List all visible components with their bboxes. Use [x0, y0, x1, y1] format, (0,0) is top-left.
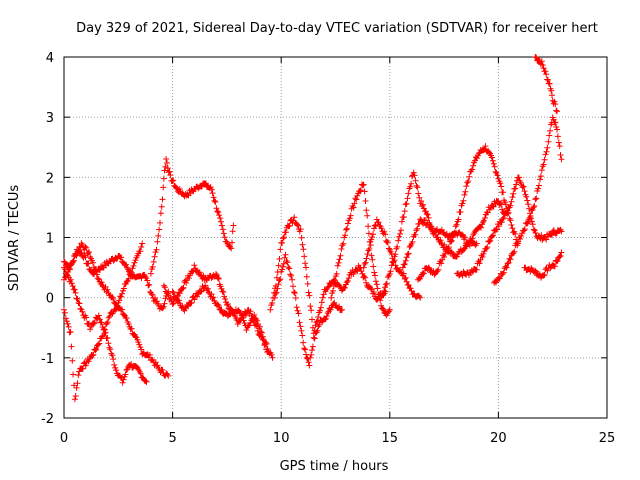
data-markers	[378, 169, 480, 301]
series-arc-p	[491, 114, 565, 286]
series-arc-o	[454, 174, 565, 279]
series-arc-d	[61, 240, 172, 379]
x-tick-label: 20	[490, 431, 507, 446]
data-markers	[169, 282, 276, 361]
data-points	[61, 54, 565, 403]
grid-lines	[64, 57, 607, 418]
data-markers	[532, 54, 560, 115]
x-tick-label: 5	[168, 431, 176, 446]
y-tick-labels: -2 -1 0 1 2 3 4	[41, 51, 54, 427]
series-arc-c	[61, 264, 150, 386]
series-arc-q	[532, 54, 560, 115]
series-arc-g	[169, 282, 276, 361]
series-arc-e	[147, 156, 237, 277]
data-markers	[271, 251, 345, 369]
x-tick-label: 0	[60, 431, 68, 446]
x-tick-label: 10	[273, 431, 290, 446]
y-tick-label: 4	[46, 51, 54, 66]
data-markers	[61, 264, 150, 386]
chart-title: Day 329 of 2021, Sidereal Day-to-day VTE…	[76, 21, 598, 36]
series-arc-h	[267, 214, 389, 337]
series-arc-f	[160, 262, 272, 355]
y-tick-label: -2	[41, 412, 54, 427]
axis-ticks	[63, 56, 608, 419]
series-arc-j	[328, 181, 393, 319]
y-tick-label: 2	[46, 171, 54, 186]
x-axis-label: GPS time / hours	[280, 459, 389, 474]
series-arc-l	[378, 169, 480, 301]
data-markers	[160, 262, 272, 355]
y-axis-label: SDTVAR / TECUs	[7, 185, 22, 292]
series-arc-m	[399, 197, 508, 271]
data-markers	[267, 214, 389, 337]
x-tick-label: 25	[599, 431, 616, 446]
series-arc-k	[360, 216, 424, 301]
y-tick-label: 3	[46, 111, 54, 126]
data-markers	[454, 174, 565, 279]
x-tick-labels: 0 5 10 15 20 25	[60, 431, 615, 446]
y-tick-label: -1	[41, 352, 54, 367]
series-arc-r	[521, 249, 565, 281]
data-markers	[360, 216, 424, 301]
data-markers	[328, 181, 393, 319]
data-markers	[491, 114, 565, 286]
data-markers	[61, 240, 172, 379]
data-markers	[147, 156, 237, 277]
x-tick-label: 15	[382, 431, 399, 446]
series-arc-i	[271, 251, 345, 369]
y-tick-label: 1	[46, 232, 54, 247]
y-tick-label: 0	[46, 292, 54, 307]
data-markers	[399, 197, 508, 271]
data-markers	[521, 249, 565, 281]
